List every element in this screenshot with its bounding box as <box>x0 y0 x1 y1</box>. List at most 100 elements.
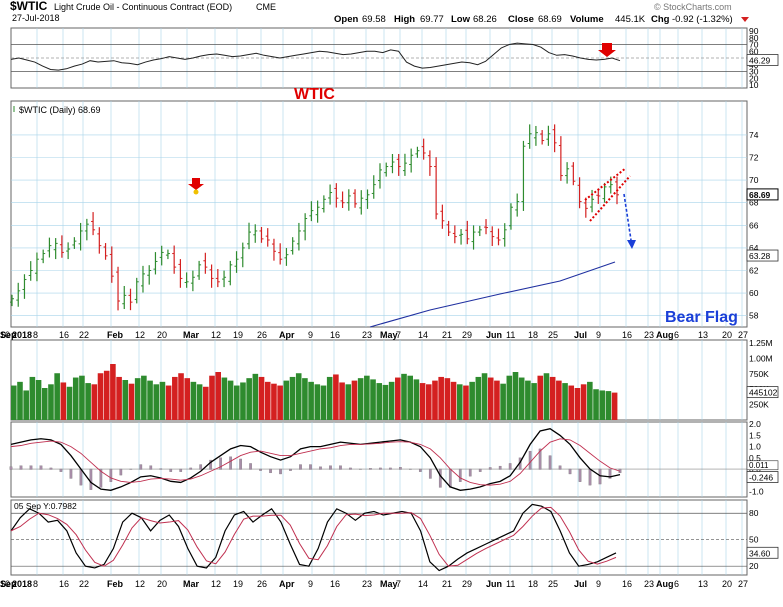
price-x-tick-label: 27 <box>738 330 748 340</box>
macd-histogram-bar <box>598 468 602 485</box>
instrument-name: Light Crude Oil - Continuous Contract (E… <box>54 2 232 12</box>
macd-histogram-bar <box>478 468 482 472</box>
price-tick-label: 74 <box>749 130 759 140</box>
macd-histogram-bar <box>578 468 582 482</box>
open-label: Open <box>334 14 358 25</box>
volume-bar <box>227 380 234 420</box>
macd-signal-last-value: -0.246 <box>749 473 773 483</box>
macd-panel <box>10 421 748 498</box>
rsi-tick-label: 90 <box>749 26 759 36</box>
volume-bar <box>302 378 308 420</box>
stochastic-d-line <box>10 506 617 567</box>
macd-histogram-bar <box>299 464 302 470</box>
macd-histogram-bar <box>139 464 143 470</box>
macd-histogram-bar <box>329 465 332 470</box>
bottom-x-tick-label: 13 <box>698 579 708 589</box>
bottom-x-tick-label: 29 <box>462 579 472 589</box>
macd-histogram-bar <box>39 465 43 470</box>
bottom-x-tick-label: Jun <box>486 579 502 589</box>
volume-bar <box>525 380 531 420</box>
volume-bar <box>252 373 259 420</box>
price-tick-label: 70 <box>749 175 759 185</box>
price-last-value: 68.69 <box>749 190 771 200</box>
price-x-tick-label: 23 <box>362 330 372 340</box>
bottom-x-tick-label: 16 <box>330 579 340 589</box>
macd-line <box>10 428 621 491</box>
rsi-tick-label: 60 <box>749 46 759 56</box>
macd-histogram-bar <box>179 468 183 472</box>
price-x-tick-label: May <box>380 330 398 340</box>
volume-bar <box>128 383 135 420</box>
bottom-x-tick-label: 2018 <box>12 579 32 589</box>
price-x-tick-label: 10 <box>0 330 10 340</box>
macd-histogram-bar <box>548 455 552 470</box>
macd-histogram-bar <box>99 468 103 488</box>
rsi-line <box>10 42 621 71</box>
bottom-x-tick-label: Jul <box>574 579 587 589</box>
price-panel <box>10 100 748 328</box>
macd-histogram-bar <box>588 468 592 486</box>
price-x-tick-label: 2018 <box>12 330 32 340</box>
volume-bar <box>289 376 296 420</box>
macd-histogram-bar <box>239 458 242 470</box>
price-x-tick-label: 22 <box>79 330 89 340</box>
price-x-tick-label: Jul <box>574 330 587 340</box>
volume-bar <box>246 378 252 420</box>
price-x-tick-label: 19 <box>233 330 243 340</box>
volume-bar <box>233 385 240 420</box>
volume-bar <box>141 375 147 420</box>
ma-last-box <box>746 249 779 262</box>
bottom-x-tick-label: 20 <box>157 579 167 589</box>
price-x-tick-label: 9 <box>308 330 313 340</box>
volume-bar <box>376 383 383 420</box>
price-tick-label: 72 <box>749 153 759 163</box>
price-x-tick-label: Feb <box>107 330 124 340</box>
rsi-tick-label: 20 <box>749 73 759 83</box>
low-label: Low <box>451 14 471 25</box>
volume-bar <box>388 381 395 420</box>
macd-tick-label: 1.0 <box>749 442 761 452</box>
price-x-tick-label: 29 <box>462 330 472 340</box>
volume-bar <box>97 373 104 420</box>
macd-histogram-bar <box>498 465 502 470</box>
volume-label: Volume <box>570 14 604 25</box>
macd-histogram-bar <box>418 468 422 472</box>
macd-histogram-bar <box>538 448 542 470</box>
volume-bar <box>456 384 463 420</box>
volume-bar <box>518 377 525 420</box>
chg-value: -0.92 (-1.32%) <box>672 14 733 25</box>
bottom-x-tick-label: Mar <box>183 579 200 589</box>
bottom-x-tick-label: 8 <box>33 579 38 589</box>
stochastic-last-box <box>746 546 779 559</box>
bottom-x-tick-label: 12 <box>211 579 221 589</box>
volume-bar <box>283 380 290 420</box>
volume-bar <box>438 376 444 420</box>
price-x-tick-label: 25 <box>548 330 558 340</box>
bottom-x-tick-label: Apr <box>279 579 295 589</box>
volume-bar <box>264 381 271 420</box>
high-value: 69.77 <box>420 14 444 25</box>
macd-histogram-bar <box>109 468 113 482</box>
macd-histogram-bar <box>608 468 612 479</box>
low-value: 68.26 <box>473 14 497 25</box>
rsi-last-value: 46.29 <box>749 56 771 66</box>
volume-bar <box>11 385 17 420</box>
rsi-tick-label: 80 <box>749 33 759 43</box>
macd-histogram-bar <box>29 465 33 470</box>
rsi-tick-label: 10 <box>749 80 759 90</box>
volume-bar <box>159 381 166 420</box>
volume-bar <box>562 383 568 420</box>
volume-bar <box>407 375 414 420</box>
macd-histogram-bar <box>289 468 292 471</box>
volume-bar <box>333 374 339 420</box>
watermark: © StockCharts.com <box>654 2 732 12</box>
volume-bar <box>556 380 562 420</box>
bear-flag-upper-line <box>584 167 627 201</box>
price-x-tick-label: 16 <box>622 330 632 340</box>
change-down-icon <box>741 17 749 22</box>
price-x-tick-label: 13 <box>698 330 708 340</box>
macd-histogram-bar <box>269 468 272 474</box>
volume-bar <box>506 375 513 420</box>
volume-bar <box>487 377 494 420</box>
down-arrow-icon <box>188 178 204 190</box>
